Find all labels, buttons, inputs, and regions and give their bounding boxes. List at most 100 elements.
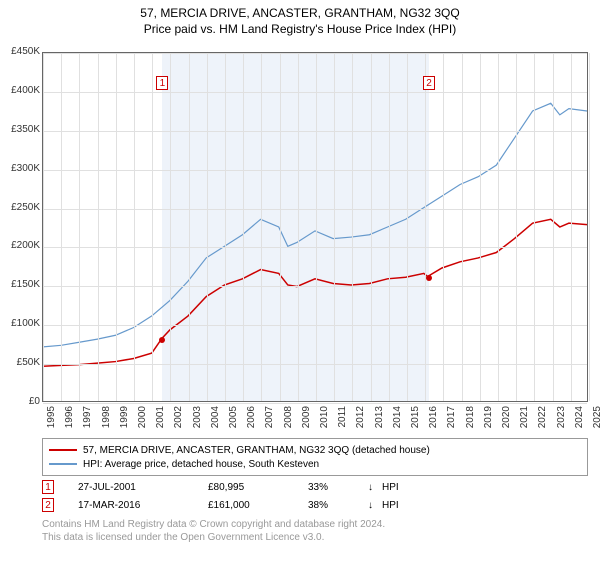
x-tick-label: 2008 xyxy=(283,406,294,436)
transaction-pct: 38% xyxy=(308,500,368,511)
transaction-pct: 33% xyxy=(308,482,368,493)
gridline-v xyxy=(61,53,62,401)
x-tick-label: 2010 xyxy=(319,406,330,436)
gridline-v xyxy=(170,53,171,401)
gridline-v xyxy=(116,53,117,401)
x-tick-label: 2001 xyxy=(155,406,166,436)
legend-label: HPI: Average price, detached house, Sout… xyxy=(83,459,319,470)
gridline-v xyxy=(462,53,463,401)
gridline-v xyxy=(134,53,135,401)
x-tick-label: 2025 xyxy=(592,406,600,436)
transaction-price: £161,000 xyxy=(208,500,308,511)
x-tick-label: 2003 xyxy=(192,406,203,436)
x-tick-label: 2007 xyxy=(264,406,275,436)
x-tick-label: 2023 xyxy=(556,406,567,436)
x-tick-label: 2013 xyxy=(374,406,385,436)
transaction-row: 2 17-MAR-2016£161,00038%↓HPI xyxy=(42,496,588,514)
gridline-v xyxy=(480,53,481,401)
series-line-price_paid xyxy=(43,219,587,366)
series-line-hpi xyxy=(43,103,587,347)
gridline-v xyxy=(425,53,426,401)
gridline-v xyxy=(225,53,226,401)
x-tick-label: 2004 xyxy=(210,406,221,436)
y-tick-label: £200K xyxy=(4,240,40,251)
marker-label: 2 xyxy=(423,76,435,90)
gridline-h xyxy=(43,131,587,132)
gridline-v xyxy=(407,53,408,401)
transaction-date: 17-MAR-2016 xyxy=(78,500,208,511)
legend-item: HPI: Average price, detached house, Sout… xyxy=(49,457,581,471)
x-tick-label: 2024 xyxy=(574,406,585,436)
y-tick-label: £50K xyxy=(4,357,40,368)
x-tick-label: 2017 xyxy=(446,406,457,436)
chart-subtitle: Price paid vs. HM Land Registry's House … xyxy=(0,22,600,36)
x-tick-label: 2021 xyxy=(519,406,530,436)
y-tick-label: £250K xyxy=(4,202,40,213)
y-tick-label: £150K xyxy=(4,279,40,290)
transaction-vs: HPI xyxy=(382,500,422,511)
legend-swatch xyxy=(49,463,77,465)
gridline-v xyxy=(571,53,572,401)
x-tick-label: 2011 xyxy=(337,406,348,436)
transaction-index: 1 xyxy=(42,480,54,494)
gridline-h xyxy=(43,209,587,210)
x-tick-label: 2012 xyxy=(355,406,366,436)
footer: Contains HM Land Registry data © Crown c… xyxy=(42,518,588,544)
gridline-v xyxy=(43,53,44,401)
y-tick-label: £400K xyxy=(4,85,40,96)
x-tick-label: 2022 xyxy=(537,406,548,436)
transaction-date: 27-JUL-2001 xyxy=(78,482,208,493)
gridline-h xyxy=(43,53,587,54)
gridline-h xyxy=(43,286,587,287)
gridline-v xyxy=(389,53,390,401)
x-tick-label: 1997 xyxy=(82,406,93,436)
gridline-h xyxy=(43,364,587,365)
down-arrow-icon: ↓ xyxy=(368,500,382,511)
x-tick-label: 2005 xyxy=(228,406,239,436)
x-tick-label: 2019 xyxy=(483,406,494,436)
gridline-v xyxy=(316,53,317,401)
gridline-v xyxy=(79,53,80,401)
line-svg xyxy=(43,53,587,401)
x-tick-label: 1998 xyxy=(101,406,112,436)
gridline-v xyxy=(189,53,190,401)
gridline-h xyxy=(43,247,587,248)
gridline-v xyxy=(589,53,590,401)
footer-line-2: This data is licensed under the Open Gov… xyxy=(42,531,588,544)
x-tick-label: 1999 xyxy=(119,406,130,436)
transaction-price: £80,995 xyxy=(208,482,308,493)
y-tick-label: £0 xyxy=(4,396,40,407)
x-tick-label: 2002 xyxy=(173,406,184,436)
x-tick-label: 2020 xyxy=(501,406,512,436)
transaction-table: 1 27-JUL-2001£80,99533%↓HPI 2 17-MAR-2016£1… xyxy=(42,478,588,514)
legend-label: 57, MERCIA DRIVE, ANCASTER, GRANTHAM, NG… xyxy=(83,445,430,456)
gridline-v xyxy=(516,53,517,401)
gridline-v xyxy=(152,53,153,401)
x-tick-label: 2009 xyxy=(301,406,312,436)
gridline-v xyxy=(261,53,262,401)
footer-line-1: Contains HM Land Registry data © Crown c… xyxy=(42,518,588,531)
x-tick-label: 2015 xyxy=(410,406,421,436)
gridline-v xyxy=(280,53,281,401)
gridline-h xyxy=(43,325,587,326)
gridline-v xyxy=(334,53,335,401)
y-tick-label: £100K xyxy=(4,318,40,329)
gridline-v xyxy=(207,53,208,401)
gridline-v xyxy=(243,53,244,401)
gridline-v xyxy=(553,53,554,401)
x-tick-label: 2018 xyxy=(465,406,476,436)
y-tick-label: £450K xyxy=(4,46,40,57)
plot-area: 12 xyxy=(42,52,588,402)
chart-title: 57, MERCIA DRIVE, ANCASTER, GRANTHAM, NG… xyxy=(0,6,600,20)
transaction-row: 127-JUL-2001£80,99533%↓HPI xyxy=(42,478,588,496)
gridline-v xyxy=(98,53,99,401)
legend-swatch xyxy=(49,449,77,451)
gridline-h xyxy=(43,403,587,404)
legend-item: 57, MERCIA DRIVE, ANCASTER, GRANTHAM, NG… xyxy=(49,443,581,457)
x-tick-label: 2016 xyxy=(428,406,439,436)
gridline-v xyxy=(352,53,353,401)
transaction-index: 2 xyxy=(42,498,54,512)
marker-dot xyxy=(426,275,432,281)
gridline-v xyxy=(498,53,499,401)
transaction-vs: HPI xyxy=(382,482,422,493)
